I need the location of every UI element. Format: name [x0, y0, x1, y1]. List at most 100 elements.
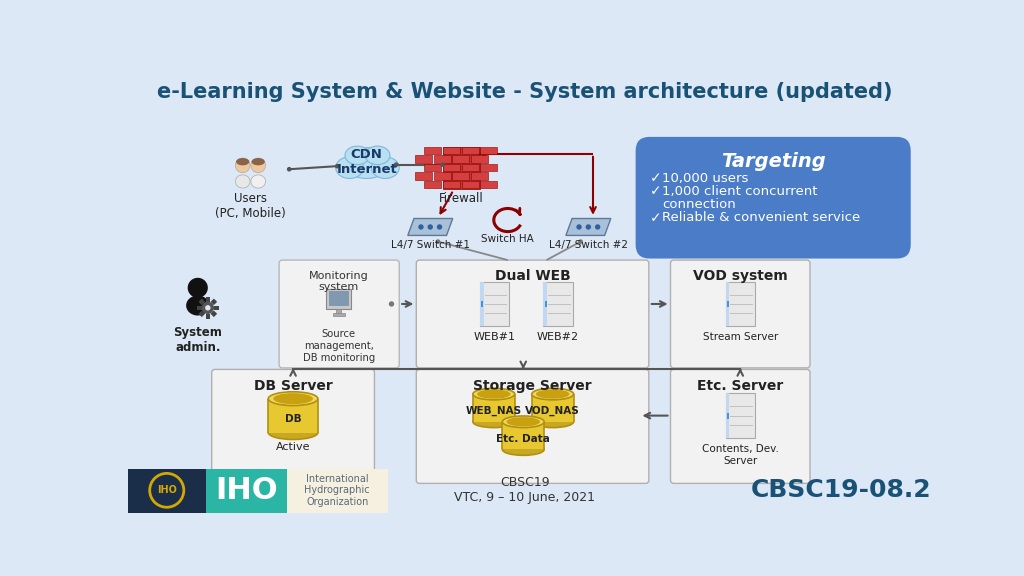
- Bar: [199, 310, 205, 317]
- Circle shape: [595, 224, 600, 230]
- Ellipse shape: [503, 416, 544, 427]
- Bar: [503, 422, 544, 449]
- Bar: [128, 469, 206, 513]
- Circle shape: [335, 164, 340, 168]
- Ellipse shape: [336, 157, 364, 179]
- Text: L4/7 Switch #1: L4/7 Switch #1: [391, 240, 470, 250]
- Circle shape: [150, 473, 183, 507]
- Bar: [462, 147, 478, 154]
- Circle shape: [440, 162, 445, 167]
- Bar: [206, 469, 287, 513]
- FancyBboxPatch shape: [417, 369, 649, 483]
- Bar: [434, 156, 451, 162]
- Text: DB: DB: [285, 414, 301, 424]
- FancyBboxPatch shape: [671, 260, 810, 368]
- Text: IHO: IHO: [215, 476, 278, 505]
- Text: Users
(PC, Mobile): Users (PC, Mobile): [215, 192, 286, 221]
- Text: Stream Server: Stream Server: [702, 332, 778, 343]
- Circle shape: [202, 302, 214, 314]
- Text: ✓: ✓: [649, 172, 662, 185]
- Text: ✓: ✓: [649, 211, 662, 225]
- Text: WEB#2: WEB#2: [537, 332, 580, 343]
- Text: CBSC19-08.2: CBSC19-08.2: [751, 478, 931, 502]
- Circle shape: [428, 224, 433, 230]
- Bar: [337, 309, 341, 313]
- Ellipse shape: [268, 392, 317, 406]
- Ellipse shape: [503, 444, 544, 455]
- Bar: [453, 172, 469, 180]
- Circle shape: [236, 158, 250, 173]
- Bar: [480, 282, 483, 326]
- Text: Contents, Dev.
Server: Contents, Dev. Server: [701, 444, 778, 466]
- Text: 1,000 client concurrent: 1,000 client concurrent: [662, 185, 817, 198]
- Text: WEB_NAS: WEB_NAS: [466, 406, 522, 416]
- Text: International
Hydrographic
Organization: International Hydrographic Organization: [304, 473, 370, 507]
- Ellipse shape: [237, 158, 249, 165]
- Bar: [442, 146, 480, 189]
- FancyBboxPatch shape: [417, 260, 649, 368]
- Text: DB Server: DB Server: [254, 378, 333, 393]
- Bar: [544, 282, 572, 326]
- Text: Source
management,
DB monitoring: Source management, DB monitoring: [303, 329, 375, 362]
- Text: Storage Server: Storage Server: [473, 378, 592, 393]
- Bar: [480, 147, 498, 154]
- Text: Dual WEB: Dual WEB: [495, 270, 570, 283]
- Text: IHO: IHO: [157, 486, 177, 495]
- Bar: [415, 172, 432, 180]
- Bar: [199, 298, 205, 305]
- Text: VOD system: VOD system: [693, 270, 787, 283]
- Text: Reliable & convenient service: Reliable & convenient service: [662, 211, 860, 224]
- Bar: [424, 181, 441, 188]
- Ellipse shape: [531, 416, 573, 427]
- FancyBboxPatch shape: [212, 369, 375, 483]
- Circle shape: [251, 158, 265, 173]
- Bar: [443, 147, 460, 154]
- Text: Etc. Server: Etc. Server: [697, 378, 783, 393]
- Text: Etc. Data: Etc. Data: [497, 434, 550, 444]
- Text: Targeting: Targeting: [721, 152, 825, 171]
- FancyBboxPatch shape: [280, 260, 399, 368]
- Text: L4/7 Switch #2: L4/7 Switch #2: [549, 240, 628, 250]
- Bar: [453, 156, 469, 162]
- Circle shape: [579, 239, 583, 244]
- Circle shape: [394, 162, 398, 167]
- Bar: [462, 164, 478, 171]
- Bar: [726, 282, 729, 326]
- Ellipse shape: [268, 426, 317, 439]
- Bar: [424, 164, 441, 171]
- Bar: [727, 301, 729, 307]
- Ellipse shape: [273, 393, 313, 404]
- Ellipse shape: [477, 389, 511, 399]
- Ellipse shape: [473, 416, 515, 427]
- Polygon shape: [408, 218, 453, 236]
- FancyBboxPatch shape: [671, 369, 810, 483]
- Ellipse shape: [345, 146, 370, 165]
- Bar: [206, 314, 210, 319]
- Bar: [726, 393, 729, 438]
- Bar: [544, 282, 547, 326]
- Ellipse shape: [507, 417, 540, 426]
- Bar: [545, 301, 547, 307]
- Bar: [726, 282, 755, 326]
- Circle shape: [205, 305, 211, 310]
- Text: WEB#1: WEB#1: [473, 332, 515, 343]
- Bar: [480, 282, 509, 326]
- Ellipse shape: [251, 175, 265, 188]
- Bar: [480, 164, 498, 171]
- Text: Switch HA: Switch HA: [481, 234, 535, 244]
- Circle shape: [577, 224, 582, 230]
- Bar: [531, 394, 573, 422]
- Bar: [727, 412, 729, 419]
- Circle shape: [435, 239, 440, 244]
- Text: CDN
Internet: CDN Internet: [336, 147, 397, 176]
- Bar: [206, 297, 210, 302]
- Bar: [424, 147, 441, 154]
- Bar: [415, 156, 432, 162]
- Circle shape: [287, 167, 292, 172]
- Text: 10,000 users: 10,000 users: [662, 172, 749, 184]
- Text: System
admin.: System admin.: [173, 325, 222, 354]
- Circle shape: [586, 224, 591, 230]
- Ellipse shape: [343, 147, 390, 179]
- FancyBboxPatch shape: [636, 137, 910, 259]
- Bar: [471, 172, 488, 180]
